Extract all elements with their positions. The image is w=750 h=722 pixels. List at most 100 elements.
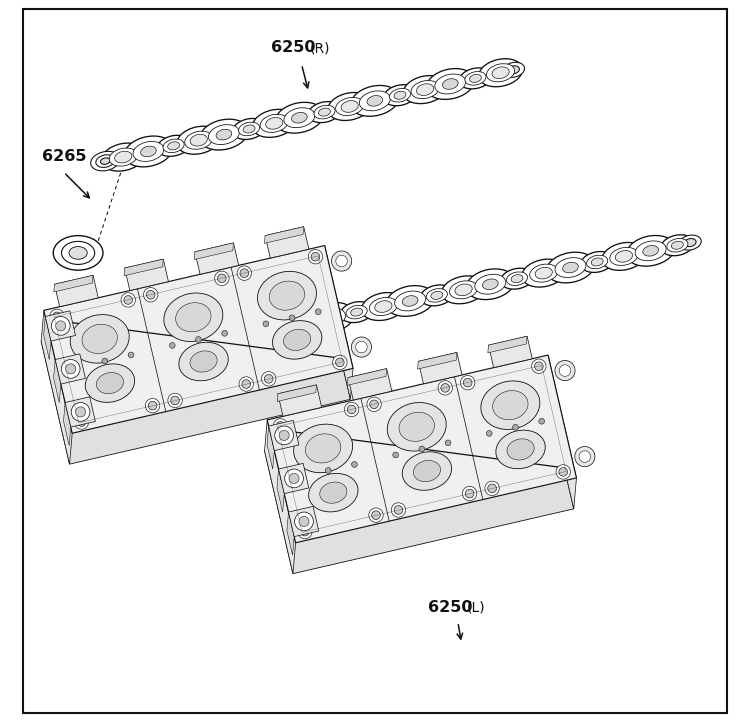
Ellipse shape bbox=[70, 315, 129, 363]
Circle shape bbox=[240, 269, 248, 277]
Circle shape bbox=[419, 446, 424, 452]
Ellipse shape bbox=[284, 108, 315, 128]
Ellipse shape bbox=[305, 434, 340, 463]
Ellipse shape bbox=[421, 285, 453, 306]
Text: 6265: 6265 bbox=[42, 149, 86, 165]
Polygon shape bbox=[44, 245, 353, 433]
Ellipse shape bbox=[69, 247, 87, 259]
Polygon shape bbox=[278, 385, 316, 401]
Ellipse shape bbox=[487, 64, 514, 82]
Circle shape bbox=[559, 468, 568, 477]
Polygon shape bbox=[278, 385, 322, 417]
Circle shape bbox=[465, 490, 474, 498]
Circle shape bbox=[102, 358, 108, 364]
Circle shape bbox=[264, 375, 273, 383]
Ellipse shape bbox=[626, 235, 675, 266]
Polygon shape bbox=[265, 227, 309, 258]
Ellipse shape bbox=[314, 105, 335, 119]
Ellipse shape bbox=[319, 108, 331, 116]
Ellipse shape bbox=[260, 114, 288, 132]
Ellipse shape bbox=[449, 281, 478, 299]
Polygon shape bbox=[347, 369, 387, 386]
Circle shape bbox=[392, 503, 406, 517]
Circle shape bbox=[308, 250, 322, 264]
Ellipse shape bbox=[507, 439, 534, 460]
Polygon shape bbox=[545, 355, 577, 509]
Circle shape bbox=[51, 316, 70, 335]
Circle shape bbox=[393, 452, 398, 458]
Polygon shape bbox=[267, 426, 274, 469]
Ellipse shape bbox=[190, 134, 207, 146]
Polygon shape bbox=[268, 420, 299, 451]
Circle shape bbox=[336, 256, 347, 267]
Ellipse shape bbox=[96, 373, 124, 393]
Circle shape bbox=[273, 419, 288, 433]
Circle shape bbox=[344, 402, 358, 417]
Polygon shape bbox=[289, 506, 319, 536]
Ellipse shape bbox=[184, 131, 213, 149]
Circle shape bbox=[239, 377, 254, 391]
Circle shape bbox=[370, 400, 379, 409]
Ellipse shape bbox=[684, 238, 696, 247]
Circle shape bbox=[214, 271, 229, 285]
Ellipse shape bbox=[671, 241, 683, 249]
Polygon shape bbox=[56, 354, 86, 384]
Circle shape bbox=[274, 426, 293, 445]
Circle shape bbox=[148, 401, 157, 410]
Ellipse shape bbox=[281, 309, 326, 337]
Ellipse shape bbox=[402, 296, 418, 306]
Circle shape bbox=[311, 253, 320, 261]
Ellipse shape bbox=[163, 139, 184, 152]
Ellipse shape bbox=[610, 248, 638, 266]
Ellipse shape bbox=[243, 125, 255, 133]
Polygon shape bbox=[53, 360, 61, 403]
Circle shape bbox=[560, 365, 571, 376]
Ellipse shape bbox=[100, 158, 110, 165]
Circle shape bbox=[356, 342, 368, 353]
Circle shape bbox=[121, 292, 136, 307]
Ellipse shape bbox=[190, 351, 217, 372]
Polygon shape bbox=[54, 275, 93, 292]
Circle shape bbox=[76, 364, 82, 370]
Ellipse shape bbox=[91, 152, 120, 171]
Circle shape bbox=[299, 474, 305, 479]
Circle shape bbox=[53, 312, 62, 321]
Ellipse shape bbox=[586, 255, 608, 269]
Ellipse shape bbox=[602, 243, 646, 270]
Ellipse shape bbox=[466, 269, 514, 300]
Circle shape bbox=[326, 468, 331, 474]
Ellipse shape bbox=[238, 122, 260, 136]
Circle shape bbox=[446, 440, 451, 445]
Ellipse shape bbox=[591, 258, 603, 266]
Ellipse shape bbox=[426, 289, 448, 303]
Ellipse shape bbox=[416, 84, 434, 95]
Ellipse shape bbox=[335, 97, 364, 116]
Ellipse shape bbox=[615, 251, 632, 262]
Ellipse shape bbox=[482, 279, 498, 290]
Circle shape bbox=[170, 342, 175, 348]
Ellipse shape bbox=[635, 241, 666, 261]
Polygon shape bbox=[287, 512, 294, 555]
Polygon shape bbox=[124, 259, 169, 290]
Circle shape bbox=[222, 331, 227, 336]
Polygon shape bbox=[488, 336, 527, 353]
Ellipse shape bbox=[470, 74, 482, 82]
Circle shape bbox=[486, 430, 492, 436]
Polygon shape bbox=[41, 277, 350, 464]
Polygon shape bbox=[65, 397, 95, 427]
Ellipse shape bbox=[308, 102, 341, 123]
Text: (R): (R) bbox=[310, 41, 331, 56]
Ellipse shape bbox=[362, 292, 405, 321]
Circle shape bbox=[298, 524, 312, 539]
Polygon shape bbox=[488, 336, 532, 367]
Polygon shape bbox=[64, 403, 70, 445]
Polygon shape bbox=[45, 311, 76, 341]
Circle shape bbox=[289, 474, 299, 484]
Polygon shape bbox=[419, 352, 462, 384]
Circle shape bbox=[369, 508, 383, 522]
Ellipse shape bbox=[547, 252, 595, 283]
Ellipse shape bbox=[86, 364, 135, 402]
Ellipse shape bbox=[276, 321, 295, 334]
Circle shape bbox=[441, 383, 449, 392]
Ellipse shape bbox=[322, 313, 338, 323]
